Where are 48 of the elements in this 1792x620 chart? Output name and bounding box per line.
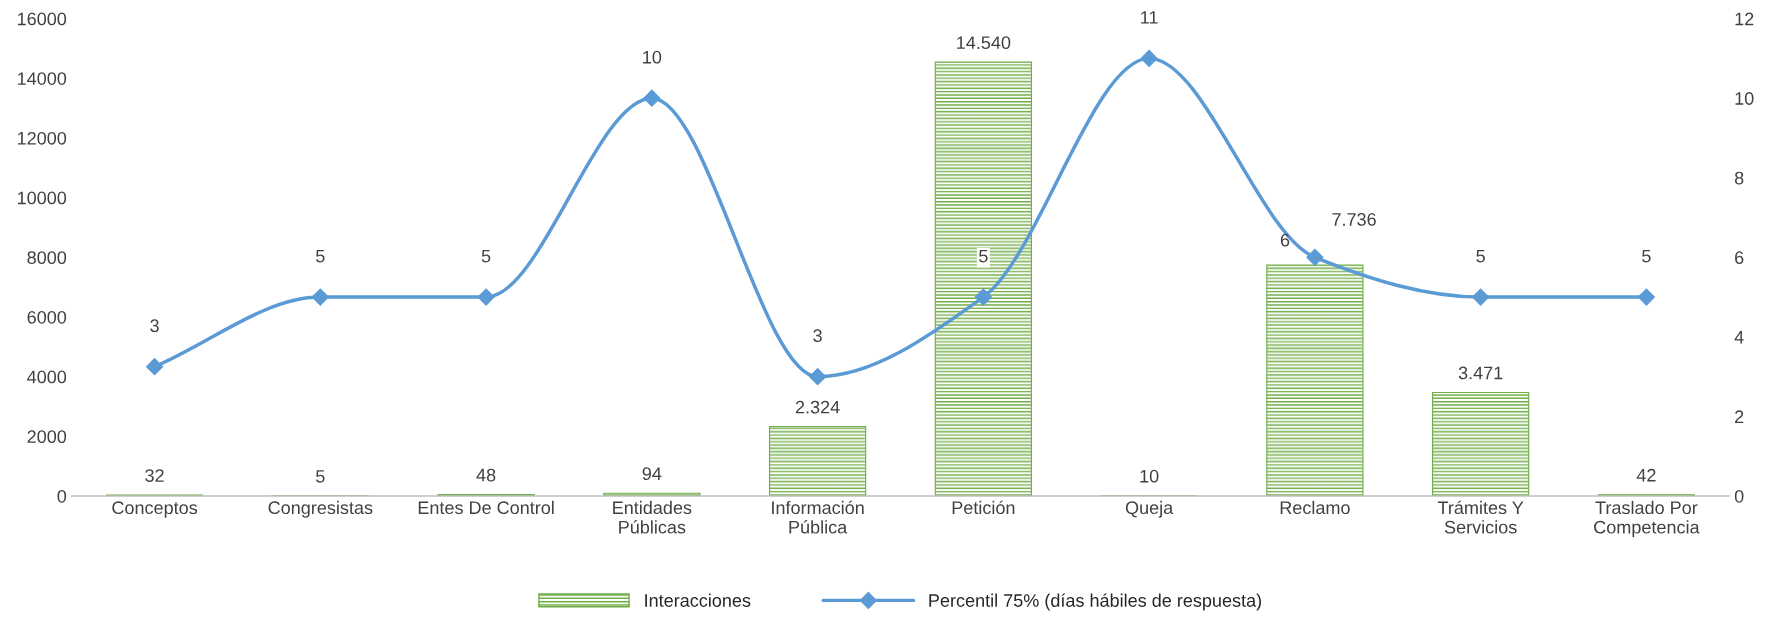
data-label: 14.540: [957, 36, 1011, 50]
y2-tick-label: 4: [1734, 330, 1744, 344]
y-tick-label: 2000: [27, 430, 67, 444]
y-tick-label: 14000: [17, 72, 67, 85]
data-label: 3: [813, 329, 822, 343]
x-tick-label: Trámites Y Servicios: [1437, 500, 1524, 534]
y2-tick-label: 12: [1735, 12, 1754, 26]
x-tick-label: Queja: [1125, 500, 1174, 518]
y-tick-label: 4000: [27, 370, 67, 384]
x-tick-label: Entidades Públicas: [613, 500, 692, 534]
data-label: 5: [316, 470, 325, 483]
y-tick-label: 6000: [27, 310, 67, 324]
y2-tick-label: 6: [1735, 251, 1744, 265]
data-label: 42: [1636, 468, 1656, 482]
y2-tick-label: 2: [1735, 410, 1744, 423]
data-label: 5: [316, 249, 325, 263]
x-tick-label: Petición: [952, 500, 1015, 515]
data-label: 5: [1642, 249, 1651, 263]
data-label: 10: [1140, 469, 1159, 483]
y-tick-label: 12000: [17, 131, 67, 145]
y-tick-label: 0: [57, 489, 67, 503]
legend-label: Percentil 75% (días hábiles de respuesta): [929, 593, 1261, 611]
y2-tick-label: 0: [1734, 489, 1744, 503]
legend-label: Interacciones: [645, 593, 751, 607]
x-tick-label: Congresistas: [268, 500, 373, 518]
data-label: 10: [643, 50, 662, 64]
y2-tick-label: 10: [1735, 92, 1754, 105]
y2-tick-label: 8: [1734, 171, 1744, 185]
data-label: 7.736: [1332, 213, 1376, 226]
x-tick-label: Entes De Control: [418, 500, 554, 515]
data-label: 94: [642, 467, 662, 481]
data-label: 5: [979, 249, 988, 263]
data-label: 5: [481, 249, 491, 263]
x-tick-label: Información Pública: [772, 500, 864, 534]
data-label: 3.471: [1458, 366, 1503, 380]
y-tick-label: 8000: [27, 251, 67, 265]
data-label: 3: [150, 319, 159, 333]
x-tick-label: Traslado Por Competencia: [1594, 500, 1700, 538]
data-label: 5: [1476, 249, 1485, 263]
x-tick-label: Reclamo: [1280, 500, 1350, 515]
data-label: 32: [145, 469, 164, 482]
y-tick-label: 16000: [17, 12, 67, 26]
x-tick-label: Conceptos: [112, 501, 198, 518]
y-tick-label: 10000: [17, 191, 67, 205]
data-label: 11: [1141, 11, 1158, 24]
data-label: 48: [476, 468, 496, 482]
data-label: 6: [1280, 233, 1290, 247]
data-label: 2.324: [795, 400, 840, 414]
